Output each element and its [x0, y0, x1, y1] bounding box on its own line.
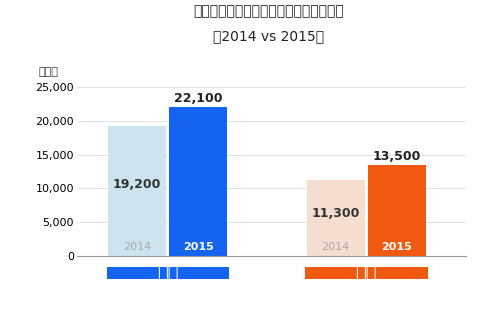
- Text: 図９　配偶者へのプレゼント代の理想額: 図９ 配偶者へのプレゼント代の理想額: [193, 5, 344, 19]
- Text: 2014: 2014: [123, 242, 151, 252]
- Text: 男性: 男性: [157, 264, 179, 282]
- Bar: [169, 107, 228, 256]
- FancyBboxPatch shape: [305, 267, 428, 280]
- Bar: [368, 165, 426, 256]
- Text: （2014 vs 2015）: （2014 vs 2015）: [213, 30, 324, 44]
- Bar: [307, 180, 365, 256]
- Text: 女性: 女性: [356, 264, 377, 282]
- Bar: [108, 126, 166, 256]
- Text: （円）: （円）: [39, 67, 59, 77]
- Text: 19,200: 19,200: [113, 178, 161, 191]
- Text: 2015: 2015: [183, 242, 214, 252]
- Text: 2014: 2014: [322, 242, 350, 252]
- FancyBboxPatch shape: [107, 267, 229, 280]
- Text: 13,500: 13,500: [373, 149, 421, 163]
- Text: 11,300: 11,300: [312, 207, 360, 221]
- Text: 2015: 2015: [382, 242, 412, 252]
- Text: 22,100: 22,100: [174, 91, 223, 105]
